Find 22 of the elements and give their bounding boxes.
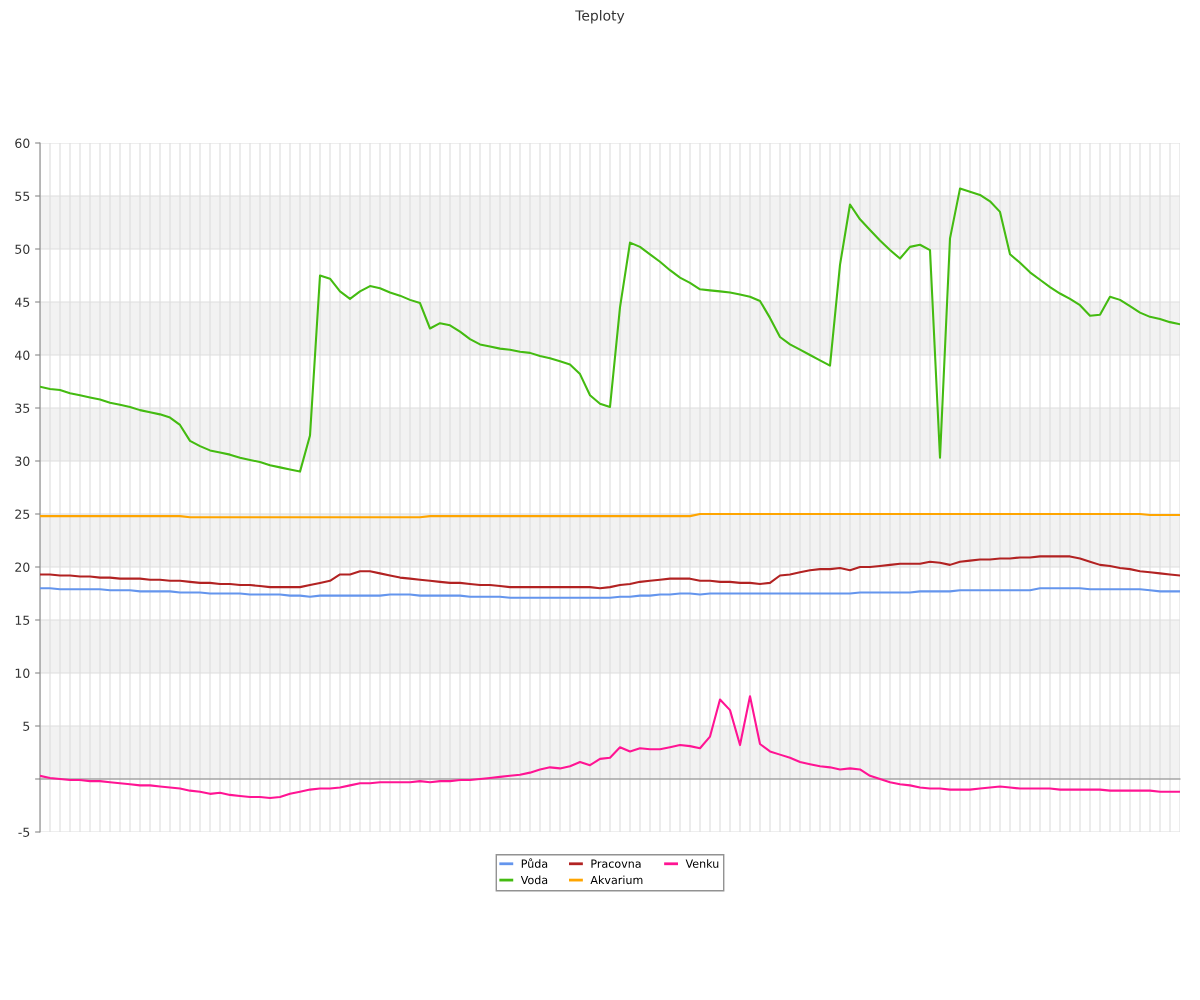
- y-tick-label: 60: [15, 138, 30, 148]
- y-tick-label: 50: [15, 244, 30, 254]
- y-tick-label: 35: [15, 403, 30, 413]
- line-series: [40, 587, 1180, 599]
- y-tick-label: 20: [15, 562, 30, 572]
- legend-label: Venku: [685, 859, 719, 868]
- y-tick-label: 15: [15, 615, 30, 625]
- y-tick-label: 45: [14, 297, 30, 307]
- y-tick-label: 55: [15, 191, 30, 201]
- legend-label: Pracovna: [591, 859, 641, 868]
- y-tick-label: 40: [14, 350, 30, 360]
- legend-label: Akvarium: [590, 875, 643, 885]
- y-tick-label: -5: [18, 827, 30, 837]
- y-tick-label: 30: [15, 456, 30, 466]
- legend-label: Půda: [521, 858, 548, 868]
- line-series: [40, 555, 1180, 590]
- line-series: [40, 187, 1180, 473]
- legend-label: Voda: [520, 875, 548, 885]
- chart-title: Teploty: [575, 10, 625, 24]
- y-tick-label: 10: [15, 668, 30, 678]
- y-tick-label: 25: [15, 509, 30, 519]
- y-tick-label: 5: [23, 721, 30, 731]
